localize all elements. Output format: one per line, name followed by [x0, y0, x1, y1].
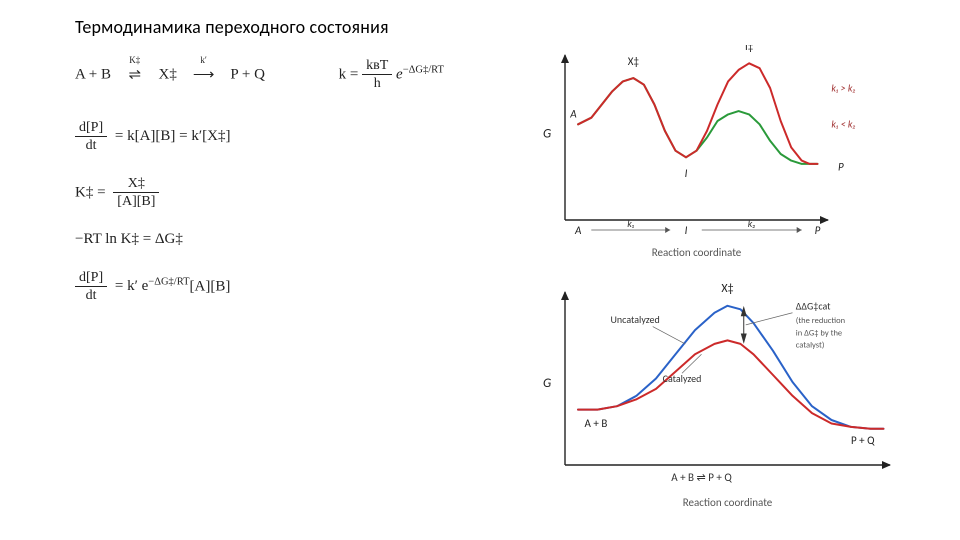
eq-reaction-scheme: A + B K‡ ⇌ X‡ k′ ⟶ P + Q k = kʙT h e−ΔG‡… [75, 58, 495, 92]
eq5-sup: −ΔG‡/RT [148, 276, 189, 287]
svg-text:A + B ⇌ P + Q: A + B ⇌ P + Q [671, 471, 732, 484]
eyring-num: kʙT [362, 58, 392, 75]
svg-text:X‡: X‡ [628, 55, 639, 68]
eq2-rhs: = k[A][B] = k′[X‡] [115, 128, 231, 144]
eq5-num: d[P] [75, 270, 107, 287]
svg-text:P + Q: P + Q [851, 434, 875, 447]
eq1-kprime: k′ [181, 56, 227, 66]
svg-text:k₁ > k₂: k₁ > k₂ [831, 81, 855, 94]
eq-rate-final: d[P] dt = k′ e−ΔG‡/RT[A][B] [75, 270, 495, 304]
eq1-mid: X‡ [158, 66, 176, 82]
svg-text:I‡: I‡ [745, 45, 753, 53]
svg-text:Uncatalyzed: Uncatalyzed [611, 313, 660, 326]
svg-text:in ΔG‡ by the: in ΔG‡ by the [796, 328, 842, 338]
eq2-num: d[P] [75, 120, 107, 137]
eq5-den: dt [75, 287, 107, 303]
eq3-num: X‡ [113, 176, 159, 193]
equations-block: A + B K‡ ⇌ X‡ k′ ⟶ P + Q k = kʙT h e−ΔG‡… [75, 58, 495, 326]
energy-diagram-two-step: G Reaction coordinate A I Pk₁ k₂ X‡ I‡ k₁ > k₂ k₁… [520, 45, 900, 260]
svg-text:k₁ < k₂: k₁ < k₂ [831, 118, 855, 131]
svg-text:G: G [543, 127, 551, 142]
svg-text:ΔΔG‡cat: ΔΔG‡cat [796, 299, 831, 312]
eq1-right: P + Q [230, 66, 265, 82]
eq3-lhs: K‡ = [75, 184, 106, 200]
svg-text:catalyst): catalyst) [796, 340, 825, 350]
eyring-e: e [396, 66, 403, 82]
eq1-left: A + B [75, 66, 111, 82]
svg-text:A + B: A + B [585, 417, 608, 430]
eyring-lhs: k = [339, 66, 359, 82]
svg-text:P: P [838, 161, 844, 174]
eq1-kfwd: K‡ [115, 56, 155, 66]
svg-text:k₂: k₂ [748, 217, 756, 230]
svg-text:I: I [685, 167, 688, 180]
energy-diagram-catalyzed: G Reaction coordinate X‡ Uncatalyzed Catalyz… [520, 280, 900, 510]
eq-eyring: k = kʙT h e−ΔG‡/RT [339, 58, 444, 92]
eyring-sup: −ΔG‡/RT [403, 64, 444, 75]
svg-text:Reaction coordinate: Reaction coordinate [683, 496, 773, 509]
eyring-den: h [362, 75, 392, 91]
svg-text:(the reduction: (the reduction [796, 316, 845, 326]
svg-text:G: G [543, 376, 551, 391]
svg-text:Reaction coordinate: Reaction coordinate [652, 246, 742, 259]
eq-Kdagger: K‡ = X‡ [A][B] [75, 176, 495, 210]
eq5-rhs-a: = k′ e [115, 278, 148, 294]
svg-text:Catalyzed: Catalyzed [663, 372, 702, 385]
svg-text:I: I [685, 224, 688, 237]
svg-text:A: A [569, 108, 577, 121]
svg-text:k₁: k₁ [627, 217, 635, 230]
svg-text:X‡: X‡ [721, 282, 733, 296]
page-title: Термодинамика переходного состояния [75, 16, 389, 38]
eq5-rhs-b: [A][B] [190, 278, 231, 294]
svg-text:A: A [574, 224, 582, 237]
svg-text:P: P [815, 224, 821, 237]
eq3-den: [A][B] [113, 193, 159, 209]
eq-deltaG: −RT ln K‡ = ΔG‡ [75, 231, 495, 248]
eq-rate: d[P] dt = k[A][B] = k′[X‡] [75, 120, 495, 154]
eq2-den: dt [75, 137, 107, 153]
